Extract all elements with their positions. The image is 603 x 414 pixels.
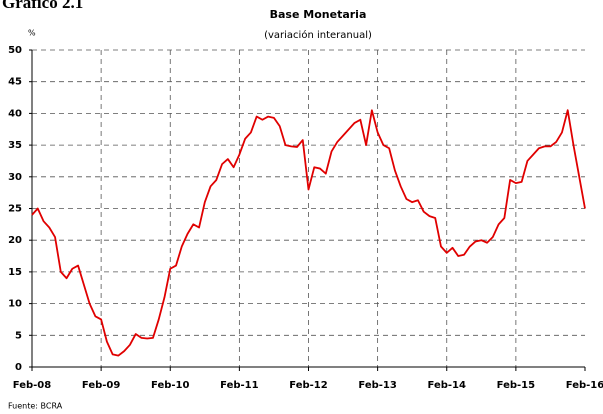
y-tick-label: 35: [8, 140, 22, 151]
y-axis-label: %: [28, 29, 36, 38]
x-tick-label: Feb-09: [82, 380, 120, 391]
x-tick-label: Feb-10: [151, 380, 189, 391]
x-tick-label: Feb-11: [220, 380, 258, 391]
y-tick-label: 10: [8, 299, 22, 310]
y-tick-label: 50: [8, 45, 22, 56]
data-line: [31, 109, 586, 357]
chart-subtitle: (variación interanual): [264, 29, 372, 41]
x-tick-label: Feb-13: [358, 380, 396, 391]
y-tick-label: 40: [8, 108, 22, 119]
figure-label: Gráfico 2.1: [2, 0, 83, 12]
x-tick-label: Feb-14: [428, 380, 466, 391]
y-tick-label: 15: [8, 267, 22, 278]
x-tick-label: Feb-15: [497, 380, 535, 391]
y-tick-label: 30: [8, 172, 22, 183]
y-tick-label: 5: [15, 330, 22, 341]
y-tick-label: 45: [8, 77, 22, 88]
x-tick-label: Feb-08: [13, 380, 51, 391]
x-tick-label: Feb-16: [566, 380, 603, 391]
chart-title: Base Monetaria: [270, 8, 367, 21]
source: Fuente: BCRA: [8, 402, 63, 411]
y-tick-label: 20: [8, 235, 22, 246]
x-tick-label: Feb-12: [289, 380, 327, 391]
y-tick-label: 25: [8, 204, 22, 215]
y-tick-label: 0: [15, 362, 22, 373]
